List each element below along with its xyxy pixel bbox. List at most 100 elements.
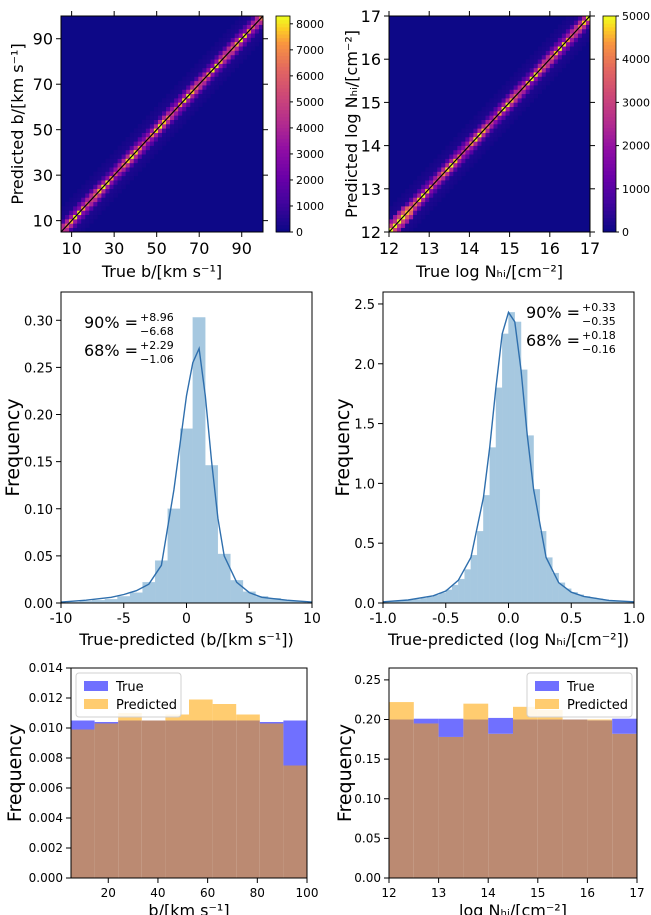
colorbar-segment xyxy=(276,185,290,190)
heatmap-cell xyxy=(521,93,526,99)
x-tick-label: 10 xyxy=(303,611,321,627)
heatmap-cell xyxy=(214,76,219,82)
heatmap-cell xyxy=(157,141,163,146)
colorbar-segment xyxy=(603,52,616,57)
heatmap-cell xyxy=(529,98,535,103)
heatmap-cell xyxy=(89,210,94,216)
residual-panel-2: -1.0 -0.5 0.0 0.5 1.0 0.0 0.5 1.0 1.5 2.0 2.5 True-… xyxy=(332,291,645,649)
heatmap-cell xyxy=(561,37,567,43)
heatmap-cell xyxy=(234,59,240,64)
heatmap-cell xyxy=(153,115,159,120)
colorbar-segment xyxy=(603,167,616,172)
heatmap-cell xyxy=(409,184,414,190)
colorbar-segment xyxy=(276,80,290,85)
heatmap-cell xyxy=(93,180,98,185)
heatmap-cell xyxy=(178,124,183,129)
heatmap-cell xyxy=(222,63,227,69)
colorbar-segment xyxy=(603,178,616,183)
heatmap-cell xyxy=(561,28,567,34)
heatmap-cell xyxy=(389,214,394,220)
heatmap-cell xyxy=(505,106,510,112)
heatmap-cell xyxy=(425,197,430,203)
heatmap-cell xyxy=(405,197,410,203)
heatmap-cell xyxy=(477,124,482,129)
heatmap-cell xyxy=(473,115,478,120)
annotation-plus: +8.96 xyxy=(140,311,174,324)
heatmap-cell xyxy=(453,171,458,177)
histogram-bar xyxy=(192,317,206,604)
histogram-bar xyxy=(205,465,219,604)
heatmap-cell xyxy=(585,33,591,38)
heatmap-cell xyxy=(393,206,398,211)
heatmap-cell xyxy=(61,214,66,220)
heatmap-cell xyxy=(109,197,114,203)
heatmap-cell xyxy=(234,50,240,56)
heatmap-cell xyxy=(545,50,551,56)
histogram-bar xyxy=(420,598,428,604)
heatmap-cell xyxy=(433,188,438,194)
colorbar-segment xyxy=(603,59,616,64)
colorbar-segment xyxy=(603,62,616,67)
x-tick-label: 40 xyxy=(150,886,165,900)
heatmap-cell xyxy=(206,54,211,60)
heatmap-cell xyxy=(473,158,478,164)
heatmap-cell xyxy=(469,145,474,151)
heatmap-cell xyxy=(93,210,98,216)
overlap-bar xyxy=(389,719,414,878)
heatmap-cell xyxy=(453,149,458,155)
heatmap-cell xyxy=(182,119,187,125)
heatmap-cell xyxy=(77,227,82,233)
heatmap-cell xyxy=(222,72,227,77)
heatmap-cell xyxy=(585,24,591,30)
heatmap-cell xyxy=(97,206,102,211)
colorbar-segment xyxy=(276,106,290,111)
heatmap-cell xyxy=(145,128,151,133)
histogram-bar xyxy=(104,599,118,604)
heatmap-cell xyxy=(89,193,94,198)
heatmap-cell xyxy=(170,124,175,129)
heatmap-cell xyxy=(557,24,563,30)
heatmap-cell xyxy=(397,223,402,228)
predicted-bar xyxy=(189,699,213,721)
heatmap-cell xyxy=(581,24,587,30)
heatmap-cell xyxy=(133,171,139,177)
heatmap-cell xyxy=(246,33,252,38)
annotation-plus: +2.29 xyxy=(140,339,174,352)
heatmap-cell xyxy=(218,50,223,56)
heatmap-cell xyxy=(517,106,522,112)
heatmap-cell xyxy=(182,115,187,120)
overlap-bar xyxy=(259,723,284,878)
colorbar-segment xyxy=(603,106,616,111)
heatmap-cell xyxy=(109,180,114,185)
heatmap-cell xyxy=(105,188,110,194)
heatmap-cell xyxy=(81,219,86,224)
x-tick-label: 5 xyxy=(245,611,254,627)
heatmap-cell xyxy=(433,167,438,172)
heatmap-cell xyxy=(129,158,135,164)
heatmap-cell xyxy=(577,46,583,51)
heatmap-cell xyxy=(401,206,406,211)
heatmap-cell xyxy=(202,72,207,77)
heatmap-cell xyxy=(149,111,155,116)
x-tick-label: 15 xyxy=(499,239,519,258)
colorbar-segment xyxy=(603,113,616,118)
legend: True Predicted xyxy=(526,672,633,718)
heatmap-cell xyxy=(246,46,252,51)
heatmap-cell xyxy=(501,124,506,129)
heatmap-cell xyxy=(505,85,510,90)
heatmap-cell xyxy=(234,37,240,43)
heatmap-cell xyxy=(477,136,482,142)
heatmap-cell xyxy=(125,149,130,155)
heatmap-cell xyxy=(549,46,555,51)
heatmap-cell xyxy=(497,115,502,120)
heatmap-cell xyxy=(117,158,122,164)
colorbar-segment xyxy=(603,199,616,204)
heatmap-cell xyxy=(153,132,159,138)
annotation-lead: 68% = xyxy=(526,331,580,350)
heatmap-cell xyxy=(121,158,126,164)
heatmap-cell xyxy=(501,98,506,103)
colorbar-tick-label: 5000 xyxy=(296,96,324,109)
heatmap-cell xyxy=(109,154,114,159)
colorbar-tick-label: 3000 xyxy=(296,148,324,161)
colorbar-segment xyxy=(603,142,616,147)
